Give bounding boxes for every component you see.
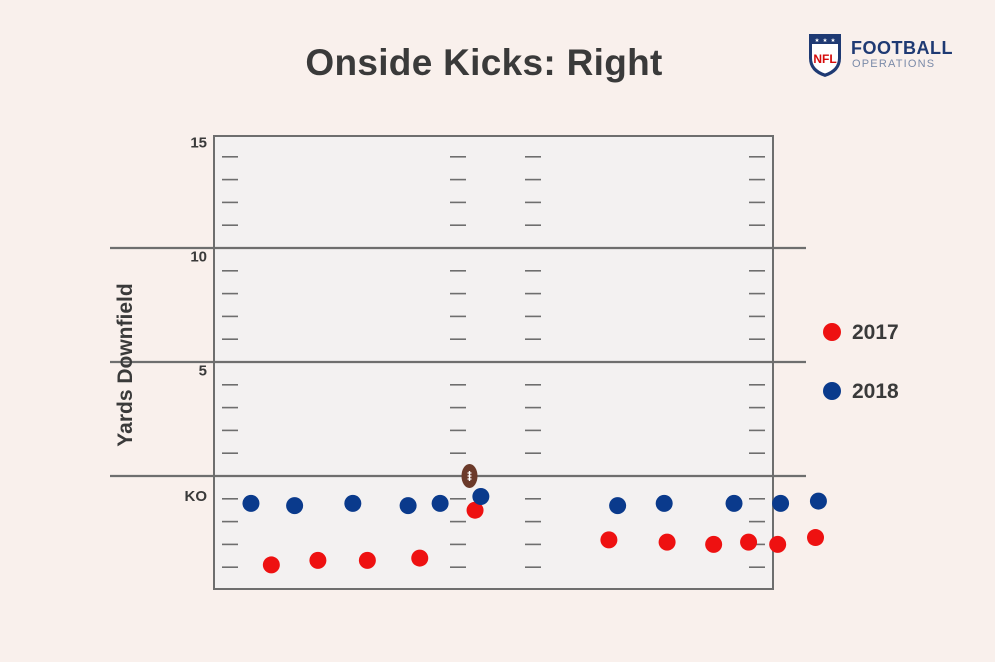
- point-2018: [431, 494, 449, 512]
- point-2017: [262, 556, 280, 574]
- point-2017: [807, 529, 825, 547]
- point-2017: [769, 535, 787, 553]
- point-2017: [309, 551, 327, 569]
- yard-lines: [110, 246, 806, 478]
- legend-label-2017: 2017: [852, 321, 899, 344]
- hash-marks: [222, 156, 765, 569]
- point-2018: [344, 494, 362, 512]
- point-2018: [725, 494, 743, 512]
- point-2018: [286, 497, 304, 515]
- legend: 2017 2018: [823, 321, 899, 403]
- data-points: [242, 488, 827, 574]
- y-axis-ticks: KO 5 10 15: [185, 134, 208, 505]
- point-2018: [809, 492, 827, 510]
- point-2018: [772, 494, 790, 512]
- point-2017: [705, 535, 723, 553]
- point-2017: [358, 551, 376, 569]
- logo-text-operations: OPERATIONS: [852, 58, 936, 70]
- legend-label-2018: 2018: [852, 380, 899, 403]
- nfl-shield-icon: NFL: [809, 34, 841, 77]
- chart-title: Onside Kicks: Right: [305, 42, 663, 83]
- y-axis-label: Yards Downfield: [114, 283, 137, 446]
- point-2018: [399, 497, 417, 515]
- legend-marker-2018: [823, 382, 841, 400]
- point-2018: [472, 488, 490, 506]
- point-2017: [740, 533, 758, 551]
- y-tick-label: 10: [190, 248, 207, 265]
- logo-shield-text: NFL: [813, 52, 836, 66]
- y-tick-label: 15: [190, 134, 207, 151]
- y-tick-label: KO: [185, 488, 208, 505]
- point-2018: [242, 494, 260, 512]
- football-marker: [461, 464, 478, 488]
- point-2018: [609, 497, 627, 515]
- point-2017: [466, 501, 484, 519]
- point-2017: [600, 531, 618, 549]
- y-tick-label: 5: [199, 362, 207, 379]
- nfl-football-operations-logo: NFL FOOTBALL OPERATIONS: [806, 30, 981, 80]
- logo-text-football: FOOTBALL: [851, 38, 953, 58]
- point-2017: [411, 549, 429, 567]
- point-2018: [655, 494, 673, 512]
- point-2017: [658, 533, 676, 551]
- football-icon: [461, 464, 478, 488]
- legend-marker-2017: [823, 323, 841, 341]
